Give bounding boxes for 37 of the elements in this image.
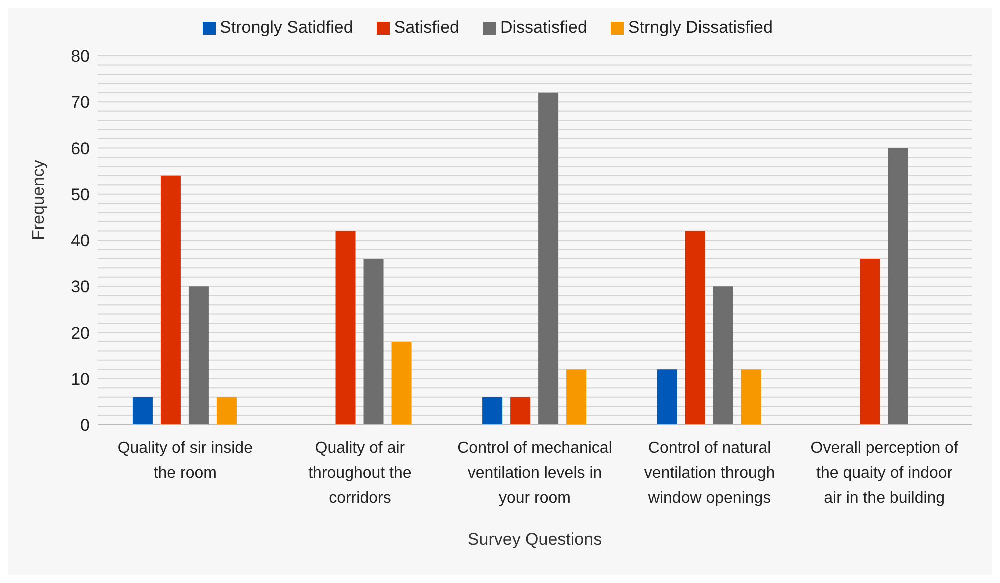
y-axis-title: Frequency bbox=[29, 160, 48, 240]
x-axis-title: Survey Questions bbox=[468, 530, 602, 549]
bar bbox=[482, 397, 503, 425]
bar bbox=[364, 258, 384, 425]
legend-label: Dissatisfied bbox=[500, 18, 588, 37]
bar bbox=[741, 370, 762, 425]
bar bbox=[336, 231, 356, 425]
x-tick-label: Quality of sir inside the room bbox=[118, 440, 254, 482]
y-tick-label: 50 bbox=[71, 185, 90, 204]
bar bbox=[160, 176, 181, 425]
legend-label: Strongly Satidfied bbox=[220, 18, 354, 37]
x-tick-label: Control of natural ventilation through window openings bbox=[644, 440, 776, 507]
bar bbox=[538, 92, 559, 425]
y-tick-label: 10 bbox=[71, 370, 90, 389]
bar bbox=[860, 258, 880, 425]
bar bbox=[713, 286, 734, 425]
y-tick-label: 20 bbox=[71, 324, 90, 343]
bar bbox=[888, 148, 908, 425]
legend-label: Strngly Dissatisfied bbox=[628, 18, 773, 37]
bar bbox=[132, 397, 153, 425]
legend-label: Satisfied bbox=[394, 18, 460, 37]
bar bbox=[392, 342, 412, 425]
bar bbox=[657, 370, 678, 425]
bar bbox=[216, 397, 237, 425]
bar bbox=[685, 231, 706, 425]
y-tick-label: 60 bbox=[71, 139, 90, 158]
y-tick-label: 80 bbox=[71, 47, 90, 66]
y-tick-label: 0 bbox=[80, 416, 90, 436]
bar bbox=[510, 397, 531, 425]
x-tick-label: Overall perception of the quaity of indoor air in the building bbox=[810, 440, 959, 507]
bar bbox=[188, 286, 209, 425]
bar bbox=[566, 370, 587, 425]
y-tick-label: 70 bbox=[71, 93, 90, 112]
x-tick-label: Quality of air throughout the corridors bbox=[308, 440, 412, 507]
y-tick-label: 30 bbox=[71, 278, 90, 297]
y-tick-label: 40 bbox=[71, 232, 90, 251]
x-tick-label: Control of mechanical ventilation levels in your room bbox=[458, 440, 612, 507]
